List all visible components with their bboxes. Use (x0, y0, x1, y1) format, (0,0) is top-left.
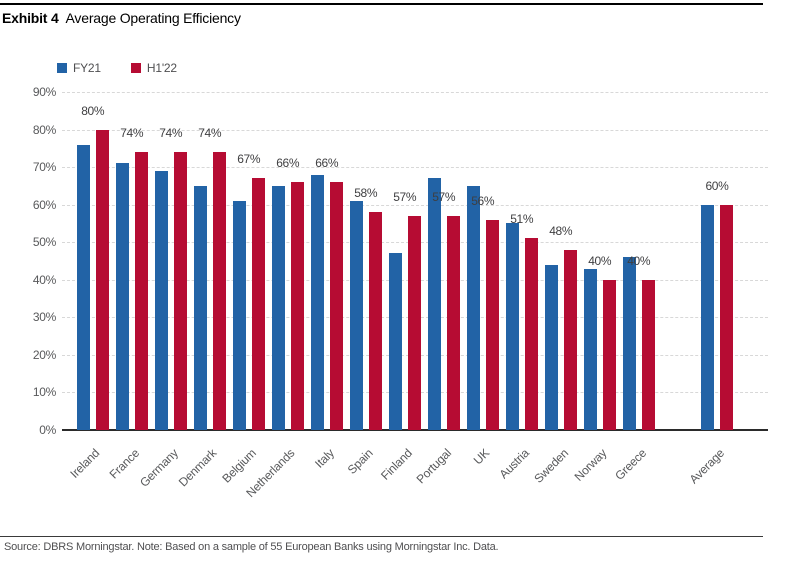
x-tick-label-norway: Norway (571, 446, 610, 484)
exhibit-number: Exhibit 4 (2, 10, 59, 26)
value-label-ireland: 80% (81, 103, 105, 118)
bar-fy21-portugal (427, 178, 441, 430)
bar-h122-portugal (446, 215, 460, 430)
bar-h122-norway (602, 279, 616, 430)
x-tick-label-sweden: Sweden (530, 446, 571, 486)
y-tick-label-60: 60% (32, 197, 56, 212)
gridline-60 (62, 204, 768, 206)
value-label-denmark: 74% (198, 126, 222, 141)
bar-h122-finland (407, 215, 421, 430)
chart-legend: FY21 H1'22 (57, 61, 177, 75)
bar-h122-germany (173, 152, 187, 430)
x-tick-label-italy: Italy (311, 446, 337, 471)
value-label-france: 74% (120, 126, 144, 141)
x-tick-label-austria: Austria (496, 446, 532, 482)
y-tick-label-70: 70% (32, 160, 56, 175)
x-tick-label-denmark: Denmark (176, 446, 220, 490)
bar-h122-italy (329, 182, 343, 430)
top-rule (0, 3, 763, 5)
footer-rule (0, 536, 763, 537)
bar-fy21-average (700, 204, 715, 430)
bar-fy21-belgium (232, 200, 246, 430)
value-label-finland: 57% (393, 189, 417, 204)
fy21-legend-swatch-icon (57, 63, 67, 73)
bar-fy21-norway (583, 268, 597, 430)
gridline-70 (62, 167, 768, 169)
x-axis-line (62, 429, 768, 431)
bar-fy21-germany (154, 170, 168, 430)
value-label-greece: 40% (627, 253, 651, 268)
bar-h122-sweden (563, 249, 577, 430)
x-tick-label-spain: Spain (344, 446, 376, 477)
gridline-90 (62, 92, 768, 93)
y-tick-label-90: 90% (32, 85, 56, 99)
bar-fy21-spain (349, 200, 363, 430)
bar-h122-belgium (251, 178, 265, 430)
x-tick-label-uk: UK (471, 446, 493, 468)
bar-fy21-finland (388, 253, 402, 430)
bar-fy21-greece (622, 257, 636, 430)
y-tick-label-10: 10% (32, 385, 56, 400)
h122-legend-swatch-icon (130, 63, 141, 73)
x-tick-label-portugal: Portugal (413, 446, 454, 487)
bar-fy21-italy (310, 174, 324, 430)
bar-fy21-denmark (193, 185, 207, 430)
x-tick-label-greece: Greece (611, 446, 649, 483)
y-tick-label-50: 50% (32, 235, 56, 250)
bar-fy21-uk (466, 185, 480, 430)
bar-fy21-netherlands (271, 185, 285, 430)
exhibit-name: Average Operating Efficiency (65, 10, 241, 26)
value-label-germany: 74% (159, 126, 183, 141)
value-label-portugal: 57% (432, 189, 456, 204)
bar-fy21-ireland (76, 144, 90, 430)
legend-label-h122: H1'22 (146, 61, 177, 75)
bar-h122-spain (368, 212, 382, 430)
value-label-spain: 58% (354, 186, 378, 201)
bar-h122-uk (485, 219, 499, 430)
exhibit-title: Exhibit 4 Average Operating Efficiency (2, 10, 241, 26)
x-tick-label-ireland: Ireland (67, 446, 103, 481)
legend-item-h122: H1'22 (130, 61, 177, 75)
x-tick-label-france: France (106, 446, 142, 482)
bar-h122-ireland (95, 129, 109, 430)
y-tick-label-20: 20% (32, 347, 56, 362)
bar-h122-greece (641, 279, 655, 430)
value-label-average: 60% (705, 178, 729, 193)
legend-label-fy21: FY21 (73, 61, 101, 75)
bar-h122-netherlands (290, 182, 304, 430)
bar-fy21-france (115, 163, 129, 430)
value-label-italy: 66% (315, 156, 339, 171)
source-note: Source: DBRS Morningstar. Note: Based on… (4, 541, 499, 553)
value-label-sweden: 48% (549, 223, 573, 238)
legend-item-fy21: FY21 (57, 61, 101, 75)
bar-fy21-austria (505, 223, 519, 430)
value-label-norway: 40% (588, 253, 612, 268)
y-tick-label-30: 30% (32, 310, 56, 325)
bar-fy21-sweden (544, 264, 558, 430)
bar-h122-france (134, 152, 148, 430)
value-label-belgium: 67% (237, 152, 261, 167)
y-tick-label-40: 40% (32, 272, 56, 287)
bar-h122-austria (524, 238, 538, 430)
bar-h122-denmark (212, 152, 226, 430)
value-label-netherlands: 66% (276, 156, 300, 171)
x-tick-label-germany: Germany (136, 446, 181, 490)
y-tick-label-0: 0% (39, 423, 56, 437)
value-label-uk: 56% (471, 193, 495, 208)
y-tick-label-80: 80% (32, 122, 56, 137)
bar-h122-average (719, 204, 734, 430)
value-label-austria: 51% (510, 212, 534, 227)
x-tick-label-finland: Finland (377, 446, 415, 483)
x-tick-label-average: Average (686, 446, 727, 487)
gridline-80 (62, 129, 768, 131)
